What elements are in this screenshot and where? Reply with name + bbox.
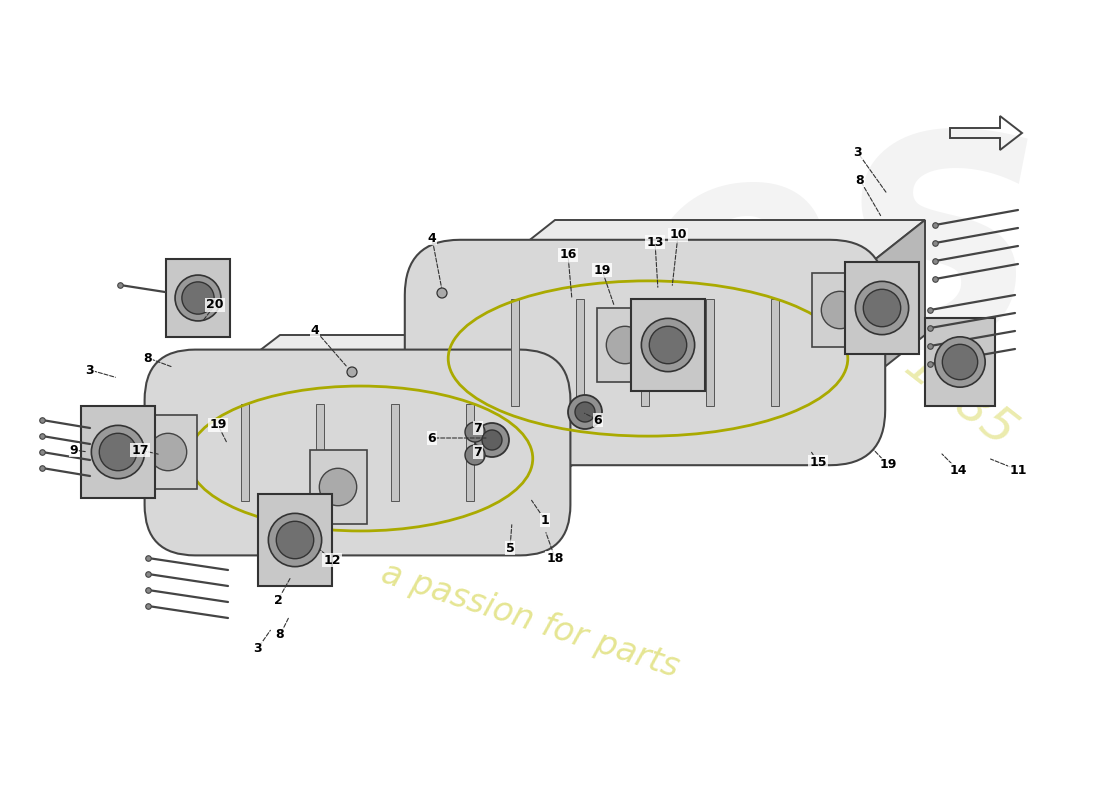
Polygon shape: [576, 299, 584, 406]
Polygon shape: [641, 299, 649, 406]
Circle shape: [856, 282, 909, 334]
Text: 4: 4: [310, 323, 319, 337]
Circle shape: [864, 290, 901, 326]
Circle shape: [465, 445, 485, 465]
Circle shape: [641, 318, 694, 372]
FancyBboxPatch shape: [81, 406, 155, 498]
Text: 3: 3: [854, 146, 862, 159]
Text: 8: 8: [144, 351, 152, 365]
Circle shape: [91, 426, 144, 478]
Polygon shape: [195, 335, 605, 400]
Circle shape: [935, 337, 986, 387]
Text: 18: 18: [547, 551, 563, 565]
Text: 10: 10: [669, 229, 686, 242]
Text: 16: 16: [559, 249, 576, 262]
Polygon shape: [241, 404, 249, 501]
Text: 14: 14: [949, 463, 967, 477]
Text: 3: 3: [86, 363, 95, 377]
FancyBboxPatch shape: [631, 299, 705, 391]
Text: 8: 8: [276, 629, 284, 642]
Circle shape: [475, 423, 509, 457]
Polygon shape: [390, 404, 399, 501]
Polygon shape: [512, 299, 519, 406]
Text: 2: 2: [274, 594, 283, 606]
Polygon shape: [466, 404, 474, 501]
Text: 1585: 1585: [895, 342, 1025, 458]
Text: 3: 3: [254, 642, 262, 654]
Text: 13: 13: [647, 235, 663, 249]
Circle shape: [276, 522, 314, 558]
Circle shape: [319, 468, 356, 506]
FancyBboxPatch shape: [925, 318, 996, 406]
Polygon shape: [316, 404, 324, 501]
Circle shape: [482, 430, 502, 450]
Text: 7: 7: [474, 446, 483, 458]
Text: 9: 9: [69, 443, 78, 457]
Text: eS: eS: [636, 123, 1044, 406]
FancyBboxPatch shape: [166, 259, 230, 337]
Circle shape: [268, 514, 321, 566]
Text: 7: 7: [474, 422, 483, 434]
FancyBboxPatch shape: [309, 450, 366, 524]
Text: 15: 15: [810, 455, 827, 469]
Circle shape: [150, 434, 187, 470]
Circle shape: [465, 422, 485, 442]
Text: 19: 19: [593, 263, 611, 277]
Polygon shape: [830, 220, 925, 410]
Circle shape: [943, 344, 978, 380]
Text: 8: 8: [856, 174, 865, 186]
Text: 19: 19: [209, 418, 227, 431]
Polygon shape: [520, 335, 605, 505]
FancyBboxPatch shape: [933, 327, 987, 397]
Circle shape: [182, 282, 214, 314]
Text: a passion for parts: a passion for parts: [377, 556, 683, 684]
Circle shape: [346, 367, 358, 377]
FancyBboxPatch shape: [144, 350, 571, 555]
FancyBboxPatch shape: [258, 494, 332, 586]
Circle shape: [99, 434, 136, 470]
FancyBboxPatch shape: [845, 262, 918, 354]
Circle shape: [575, 402, 595, 422]
Circle shape: [437, 288, 447, 298]
Circle shape: [568, 395, 602, 429]
Text: 11: 11: [1010, 463, 1026, 477]
Text: 1: 1: [540, 514, 549, 526]
FancyBboxPatch shape: [596, 308, 653, 382]
FancyBboxPatch shape: [140, 415, 197, 489]
Polygon shape: [460, 220, 925, 295]
Text: 6: 6: [594, 414, 603, 426]
Circle shape: [649, 326, 686, 364]
Text: 20: 20: [207, 298, 223, 311]
Circle shape: [175, 275, 221, 321]
Polygon shape: [706, 299, 714, 406]
Text: 19: 19: [879, 458, 896, 471]
FancyBboxPatch shape: [405, 240, 886, 465]
Text: 17: 17: [131, 443, 149, 457]
Circle shape: [606, 326, 643, 364]
Circle shape: [943, 344, 978, 380]
Text: 6: 6: [428, 431, 437, 445]
FancyBboxPatch shape: [812, 273, 869, 347]
Text: 12: 12: [323, 554, 341, 566]
Circle shape: [822, 291, 859, 329]
Text: 5: 5: [506, 542, 515, 554]
Polygon shape: [771, 299, 779, 406]
Text: 4: 4: [428, 231, 437, 245]
